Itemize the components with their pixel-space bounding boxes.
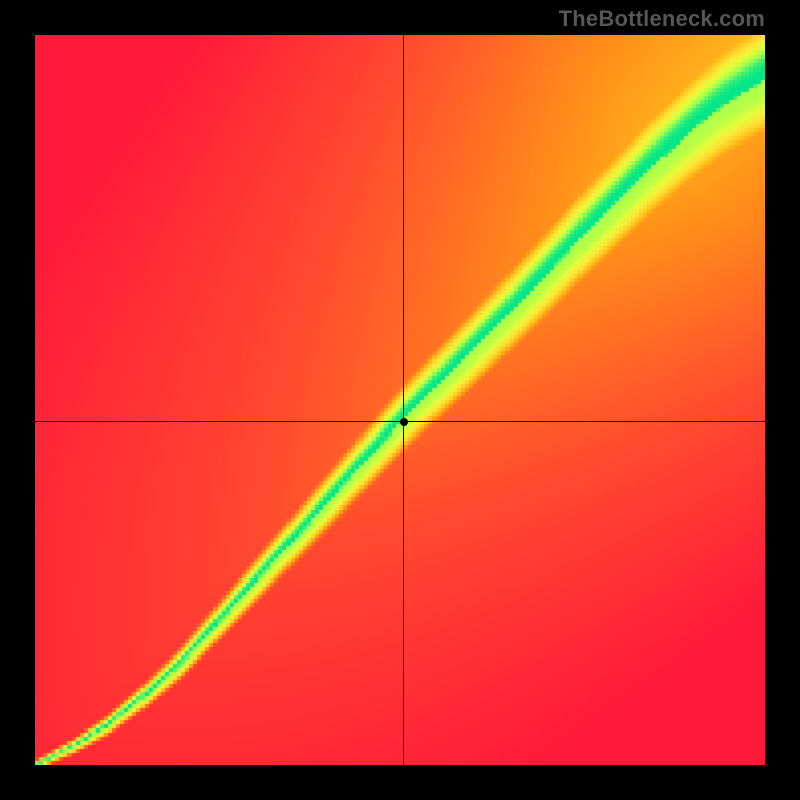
crosshair-vertical — [403, 35, 404, 765]
watermark-text: TheBottleneck.com — [559, 6, 765, 32]
heatmap-canvas — [35, 35, 765, 765]
chart-container: TheBottleneck.com — [0, 0, 800, 800]
marker-dot — [400, 418, 408, 426]
plot-area — [35, 35, 765, 765]
